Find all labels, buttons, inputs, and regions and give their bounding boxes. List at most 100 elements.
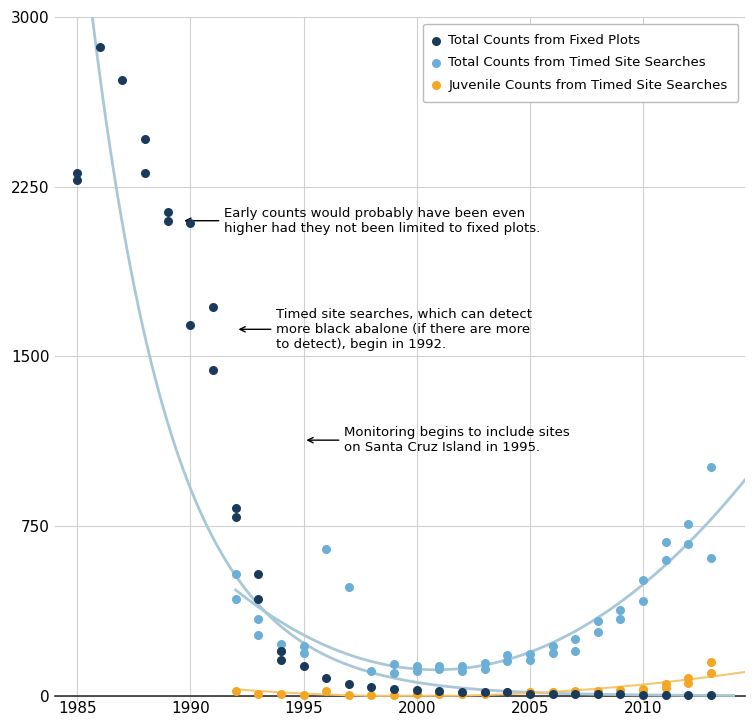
Juvenile Counts from Timed Site Searches	[660, 678, 672, 690]
Text: Timed site searches, which can detect
more black abalone (if there are more
to d: Timed site searches, which can detect mo…	[240, 308, 532, 351]
Total Counts from Fixed Plots	[139, 167, 151, 179]
Total Counts from Fixed Plots	[253, 568, 265, 579]
Total Counts from Fixed Plots	[388, 683, 400, 695]
Juvenile Counts from Timed Site Searches	[637, 683, 649, 695]
Total Counts from Fixed Plots	[411, 684, 423, 696]
Total Counts from Timed Site Searches	[253, 629, 265, 641]
Total Counts from Timed Site Searches	[388, 668, 400, 679]
Total Counts from Fixed Plots	[342, 678, 355, 690]
Total Counts from Timed Site Searches	[682, 539, 694, 550]
Juvenile Counts from Timed Site Searches	[547, 687, 559, 698]
Juvenile Counts from Timed Site Searches	[479, 688, 491, 700]
Juvenile Counts from Timed Site Searches	[682, 672, 694, 684]
Total Counts from Fixed Plots	[184, 217, 197, 229]
Total Counts from Fixed Plots	[253, 593, 265, 604]
Juvenile Counts from Timed Site Searches	[637, 686, 649, 697]
Total Counts from Fixed Plots	[569, 688, 581, 700]
Juvenile Counts from Timed Site Searches	[411, 688, 423, 700]
Total Counts from Fixed Plots	[275, 654, 287, 665]
Total Counts from Timed Site Searches	[660, 536, 672, 547]
Total Counts from Timed Site Searches	[637, 574, 649, 586]
Total Counts from Timed Site Searches	[592, 615, 604, 627]
Text: Monitoring begins to include sites
on Santa Cruz Island in 1995.: Monitoring begins to include sites on Sa…	[308, 426, 570, 454]
Total Counts from Timed Site Searches	[433, 660, 445, 672]
Total Counts from Timed Site Searches	[275, 638, 287, 649]
Total Counts from Fixed Plots	[615, 688, 627, 700]
Juvenile Counts from Timed Site Searches	[592, 686, 604, 697]
Total Counts from Timed Site Searches	[592, 627, 604, 638]
Total Counts from Timed Site Searches	[615, 604, 627, 616]
Total Counts from Timed Site Searches	[411, 660, 423, 672]
Total Counts from Timed Site Searches	[479, 662, 491, 674]
Total Counts from Fixed Plots	[637, 689, 649, 700]
Total Counts from Fixed Plots	[433, 686, 445, 697]
Total Counts from Timed Site Searches	[479, 657, 491, 669]
Juvenile Counts from Timed Site Searches	[298, 689, 310, 700]
Total Counts from Timed Site Searches	[501, 655, 513, 667]
Total Counts from Fixed Plots	[230, 511, 242, 523]
Juvenile Counts from Timed Site Searches	[705, 668, 717, 679]
Total Counts from Timed Site Searches	[388, 658, 400, 670]
Total Counts from Fixed Plots	[501, 687, 513, 698]
Total Counts from Fixed Plots	[139, 133, 151, 145]
Juvenile Counts from Timed Site Searches	[615, 684, 627, 696]
Total Counts from Fixed Plots	[660, 689, 672, 700]
Total Counts from Timed Site Searches	[524, 654, 536, 665]
Total Counts from Fixed Plots	[207, 301, 219, 312]
Juvenile Counts from Timed Site Searches	[682, 678, 694, 689]
Total Counts from Fixed Plots	[456, 687, 468, 698]
Total Counts from Fixed Plots	[524, 688, 536, 700]
Juvenile Counts from Timed Site Searches	[705, 656, 717, 668]
Total Counts from Timed Site Searches	[569, 633, 581, 645]
Total Counts from Timed Site Searches	[682, 518, 694, 530]
Juvenile Counts from Timed Site Searches	[388, 689, 400, 700]
Total Counts from Fixed Plots	[162, 215, 174, 226]
Total Counts from Timed Site Searches	[569, 645, 581, 657]
Juvenile Counts from Timed Site Searches	[660, 682, 672, 694]
Total Counts from Timed Site Searches	[230, 568, 242, 579]
Text: Early counts would probably have been even
higher had they not been limited to f: Early counts would probably have been ev…	[186, 207, 541, 234]
Total Counts from Fixed Plots	[479, 687, 491, 698]
Total Counts from Fixed Plots	[365, 681, 377, 692]
Total Counts from Fixed Plots	[320, 672, 332, 684]
Juvenile Counts from Timed Site Searches	[275, 688, 287, 700]
Total Counts from Timed Site Searches	[433, 662, 445, 674]
Total Counts from Fixed Plots	[71, 167, 83, 179]
Total Counts from Timed Site Searches	[275, 645, 287, 657]
Total Counts from Timed Site Searches	[230, 593, 242, 604]
Juvenile Counts from Timed Site Searches	[365, 689, 377, 700]
Total Counts from Timed Site Searches	[615, 613, 627, 625]
Total Counts from Fixed Plots	[184, 319, 197, 331]
Total Counts from Fixed Plots	[207, 364, 219, 376]
Juvenile Counts from Timed Site Searches	[320, 686, 332, 697]
Total Counts from Fixed Plots	[94, 41, 106, 52]
Total Counts from Fixed Plots	[116, 75, 129, 87]
Total Counts from Timed Site Searches	[342, 582, 355, 593]
Total Counts from Timed Site Searches	[705, 462, 717, 473]
Total Counts from Fixed Plots	[71, 174, 83, 186]
Total Counts from Timed Site Searches	[365, 665, 377, 677]
Total Counts from Timed Site Searches	[298, 640, 310, 652]
Total Counts from Timed Site Searches	[253, 613, 265, 625]
Total Counts from Fixed Plots	[592, 688, 604, 700]
Total Counts from Timed Site Searches	[411, 665, 423, 677]
Total Counts from Fixed Plots	[705, 689, 717, 700]
Total Counts from Timed Site Searches	[320, 543, 332, 555]
Legend: Total Counts from Fixed Plots, Total Counts from Timed Site Searches, Juvenile C: Total Counts from Fixed Plots, Total Cou…	[423, 24, 739, 103]
Juvenile Counts from Timed Site Searches	[501, 687, 513, 698]
Juvenile Counts from Timed Site Searches	[456, 688, 468, 700]
Total Counts from Timed Site Searches	[456, 660, 468, 672]
Total Counts from Timed Site Searches	[660, 554, 672, 566]
Total Counts from Timed Site Searches	[298, 647, 310, 659]
Total Counts from Fixed Plots	[547, 688, 559, 700]
Juvenile Counts from Timed Site Searches	[433, 688, 445, 700]
Total Counts from Timed Site Searches	[547, 640, 559, 652]
Total Counts from Timed Site Searches	[456, 665, 468, 677]
Juvenile Counts from Timed Site Searches	[569, 686, 581, 697]
Total Counts from Timed Site Searches	[705, 552, 717, 563]
Total Counts from Fixed Plots	[275, 645, 287, 657]
Total Counts from Timed Site Searches	[524, 648, 536, 660]
Juvenile Counts from Timed Site Searches	[230, 686, 242, 697]
Juvenile Counts from Timed Site Searches	[253, 688, 265, 700]
Total Counts from Fixed Plots	[230, 502, 242, 514]
